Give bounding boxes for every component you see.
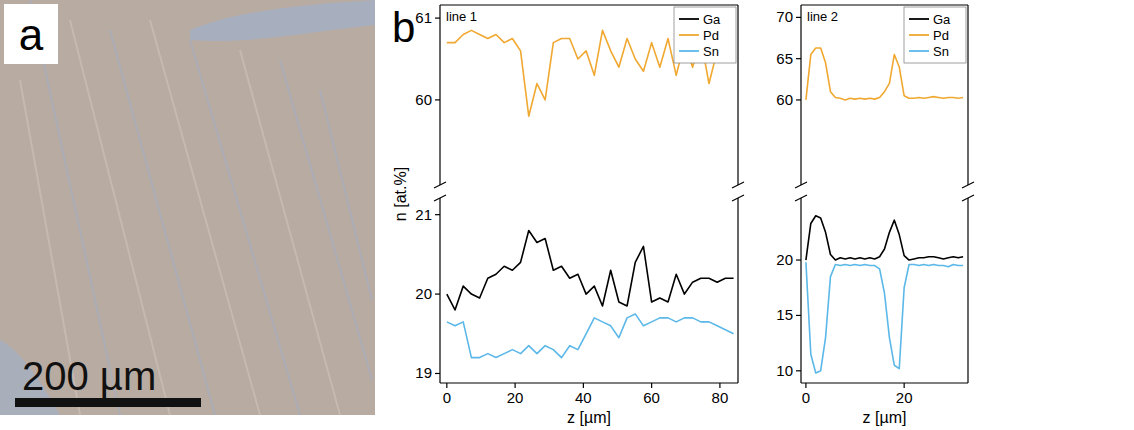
y-tick [796,315,801,316]
y2-tick [796,17,801,18]
scale-bar [15,398,201,407]
streak [190,40,300,415]
axis-break [962,182,974,188]
y-tick-label: 20 [415,285,432,302]
legend-swatch [679,50,699,52]
axis-y2 [439,5,440,185]
x-tick-label: 60 [643,389,660,406]
ridge [190,0,375,41]
legend-label: Pd [703,28,719,43]
legend-swatch [679,18,699,20]
axis-break [434,195,446,201]
y-tick [435,373,440,374]
y-tick-label: 20 [776,251,793,268]
plot-lower [806,216,963,373]
y2-tick [435,99,440,100]
axis-y2 [800,5,801,185]
y-tick [796,259,801,260]
y2-tick-label: 60 [415,91,432,108]
scale-bar-label: 200 µm [22,354,156,398]
x-tick [446,383,447,388]
x-tick-label: 20 [507,389,524,406]
chart-title: line 2 [807,9,838,24]
y-tick-label: 10 [776,362,793,379]
axis-x [440,382,738,383]
axis-break [962,195,974,201]
axis-break [732,182,744,188]
legend-swatch [909,34,929,36]
y2-tick-label: 70 [776,8,793,25]
panel-a: a 200 µm [0,0,375,415]
y-axis-title: n [at.%] [392,167,409,221]
x-axis-title: z [µm] [863,409,907,426]
legend-label: Sn [703,44,719,59]
axis-y [439,198,440,383]
y-tick [435,214,440,215]
streak [240,50,340,415]
x-tick [651,383,652,388]
axis-break [434,182,446,188]
micrograph [0,0,375,415]
frame-right [737,198,738,383]
y2-tick [796,99,801,100]
legend-label: Pd [933,28,949,43]
x-tick-label: 20 [896,389,913,406]
frame-top [440,4,738,5]
x-tick [514,383,515,388]
x-tick-label: 0 [802,389,810,406]
x-tick-label: 40 [575,389,592,406]
y2-tick [796,58,801,59]
streak [150,20,260,415]
panel-label: b [392,4,415,51]
legend-swatch [909,50,929,52]
y-tick-label: 21 [415,206,432,223]
streak [320,90,372,300]
legend [674,7,736,63]
legend-swatch [679,34,699,36]
y-tick [435,293,440,294]
figure: a 200 µm b 19 20 21 60 61 0 20 40 60 80 z [µm] n [at.%… [0,0,1134,430]
x-tick [719,383,720,388]
axis-y [800,198,801,383]
legend [904,7,966,63]
x-tick [904,383,905,388]
x-tick [805,383,806,388]
panel-label-bg [4,4,58,64]
y2-tick-label: 60 [776,91,793,108]
frame-top [801,4,968,5]
legend-swatch [909,18,929,20]
legend-label: Sn [933,44,949,59]
series-line [806,216,963,260]
x-axis-title: z [µm] [567,409,611,426]
legend-label: Ga [933,12,951,27]
axis-break [732,195,744,201]
series-line [447,231,734,310]
legend-label: Ga [703,12,721,27]
frame-right [737,5,738,185]
series-line [806,262,963,373]
axis-break [795,182,807,188]
y2-tick-label: 61 [415,9,432,26]
series-line [447,314,734,358]
y-tick-label: 15 [776,306,793,323]
panel-label: a [19,10,44,59]
axis-break [795,195,807,201]
chart-title: line 1 [446,9,477,24]
x-tick-label: 80 [712,389,729,406]
y-tick [796,370,801,371]
plot-lower [447,231,734,358]
x-tick [583,383,584,388]
y-tick-label: 19 [415,364,432,381]
x-tick-label: 0 [443,389,451,406]
frame-right [967,198,968,383]
frame-right [967,5,968,185]
axis-x [801,382,968,383]
streak [280,60,372,380]
chart: 10 15 20 60 65 70 0 20 z [µm] line 2 GaPdSn [776,5,974,426]
y2-tick-label: 65 [776,50,793,67]
y2-tick [435,17,440,18]
chart: 19 20 21 60 61 0 20 40 60 80 z [µm] n [at.%] line 1 G… [392,5,744,426]
